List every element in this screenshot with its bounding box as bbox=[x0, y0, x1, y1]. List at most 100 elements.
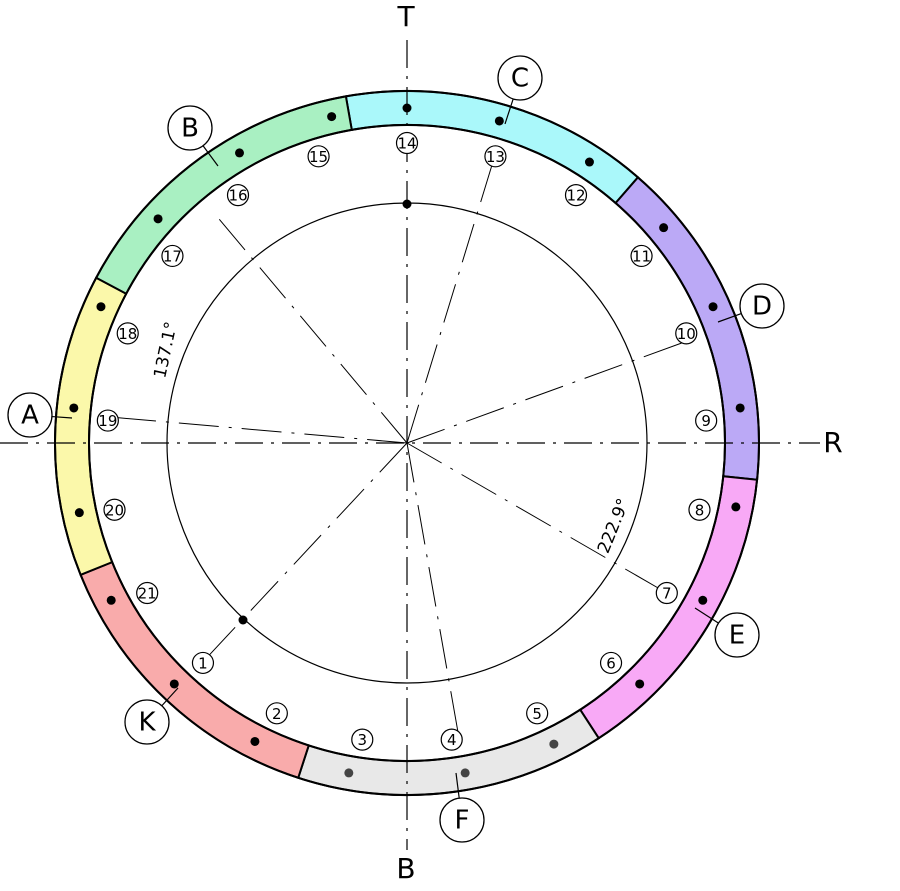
segment-label: B bbox=[181, 114, 199, 144]
position-circle bbox=[116, 322, 139, 345]
position-number: 13 bbox=[486, 148, 505, 166]
inner-dot bbox=[238, 615, 248, 625]
position-circle bbox=[695, 409, 718, 432]
label-circle bbox=[124, 699, 170, 745]
inner-dot bbox=[402, 199, 412, 209]
center-lines bbox=[0, 40, 820, 850]
label-circle bbox=[714, 612, 760, 658]
position-circle bbox=[161, 244, 184, 268]
position-circle bbox=[688, 498, 711, 521]
segment-label: K bbox=[138, 708, 156, 738]
ring-segment bbox=[296, 708, 601, 796]
leader-line bbox=[51, 415, 73, 419]
ring-dot bbox=[708, 302, 718, 312]
position-number: 9 bbox=[701, 412, 711, 430]
position-circle bbox=[526, 702, 549, 725]
position-circle bbox=[96, 409, 119, 432]
position-number: 14 bbox=[397, 135, 416, 153]
ring-dot bbox=[731, 502, 741, 512]
position-circle bbox=[675, 322, 698, 345]
ring-dot bbox=[494, 116, 504, 126]
position-circle bbox=[307, 145, 330, 168]
segment-label: F bbox=[455, 806, 470, 836]
ring-dot bbox=[635, 679, 645, 689]
position-circle bbox=[265, 702, 288, 725]
label-circle bbox=[739, 283, 785, 329]
label-circle bbox=[497, 55, 543, 101]
label-circle bbox=[167, 105, 213, 151]
position-number: 1 bbox=[198, 654, 208, 672]
position-number: 20 bbox=[105, 501, 124, 519]
position-number: 6 bbox=[606, 654, 616, 672]
position-circle bbox=[103, 498, 126, 521]
ring-dot bbox=[235, 148, 244, 158]
angle-label: 222.9° bbox=[594, 496, 634, 557]
leader-line bbox=[161, 687, 179, 707]
segment-label: A bbox=[21, 401, 39, 431]
leader-line bbox=[455, 772, 460, 799]
position-number: 4 bbox=[447, 731, 457, 749]
leader-line bbox=[694, 607, 719, 624]
position-circle bbox=[599, 651, 623, 675]
ring-dot bbox=[402, 103, 412, 113]
position-number: 8 bbox=[695, 501, 705, 519]
radial-line bbox=[406, 442, 668, 594]
position-circle bbox=[440, 728, 463, 751]
label-circle bbox=[7, 392, 53, 438]
leader-line bbox=[202, 145, 219, 167]
radial-line bbox=[406, 155, 496, 444]
leader-line bbox=[717, 312, 742, 323]
ring-dot bbox=[327, 112, 337, 122]
ring-dot bbox=[549, 739, 559, 749]
ring-dot bbox=[698, 595, 708, 605]
position-number: 2 bbox=[272, 705, 282, 723]
position-number: 5 bbox=[532, 705, 542, 723]
ring-dot bbox=[735, 403, 745, 413]
segment-labels: A B C D E F K bbox=[7, 55, 785, 843]
ring-dot bbox=[106, 595, 116, 605]
position-circle bbox=[136, 581, 159, 605]
position-number: 15 bbox=[309, 148, 328, 166]
position-number: 7 bbox=[662, 585, 672, 603]
ring-dot bbox=[344, 768, 354, 778]
radial-lines bbox=[108, 155, 690, 739]
position-circle bbox=[191, 651, 215, 675]
radial-line bbox=[406, 442, 460, 739]
position-number: 10 bbox=[677, 325, 696, 343]
position-number: 3 bbox=[358, 731, 368, 749]
position-number: 17 bbox=[163, 247, 182, 265]
axis-label: B bbox=[396, 852, 415, 885]
ring-dot bbox=[169, 679, 179, 689]
ring-dot bbox=[74, 508, 84, 518]
label-circle bbox=[439, 797, 485, 843]
ring-dot bbox=[96, 302, 106, 312]
ring-dot bbox=[659, 223, 669, 233]
leader-line bbox=[504, 98, 514, 125]
position-circle bbox=[351, 728, 374, 751]
axis-label: R bbox=[823, 426, 842, 459]
radial-line bbox=[202, 442, 408, 663]
radial-line bbox=[406, 339, 690, 444]
ring-dot bbox=[460, 768, 470, 778]
position-circle bbox=[395, 131, 419, 155]
position-number: 21 bbox=[138, 585, 157, 603]
ring-dot bbox=[69, 403, 79, 413]
ring-dot bbox=[250, 736, 260, 746]
ring-dots bbox=[69, 103, 745, 778]
ring-segment bbox=[94, 95, 353, 296]
segment-label: C bbox=[511, 64, 529, 94]
ring-dot bbox=[153, 214, 163, 224]
angle-label: 137.1° bbox=[150, 320, 181, 380]
position-circle bbox=[226, 184, 250, 207]
position-circle bbox=[655, 581, 678, 605]
radial-line bbox=[213, 212, 408, 444]
position-circle bbox=[564, 184, 588, 207]
position-number: 18 bbox=[118, 325, 137, 343]
segment-label: E bbox=[729, 621, 745, 651]
position-circle bbox=[484, 145, 507, 168]
position-number: 12 bbox=[566, 187, 585, 205]
position-number: 16 bbox=[228, 187, 247, 205]
radial-line bbox=[108, 416, 408, 444]
